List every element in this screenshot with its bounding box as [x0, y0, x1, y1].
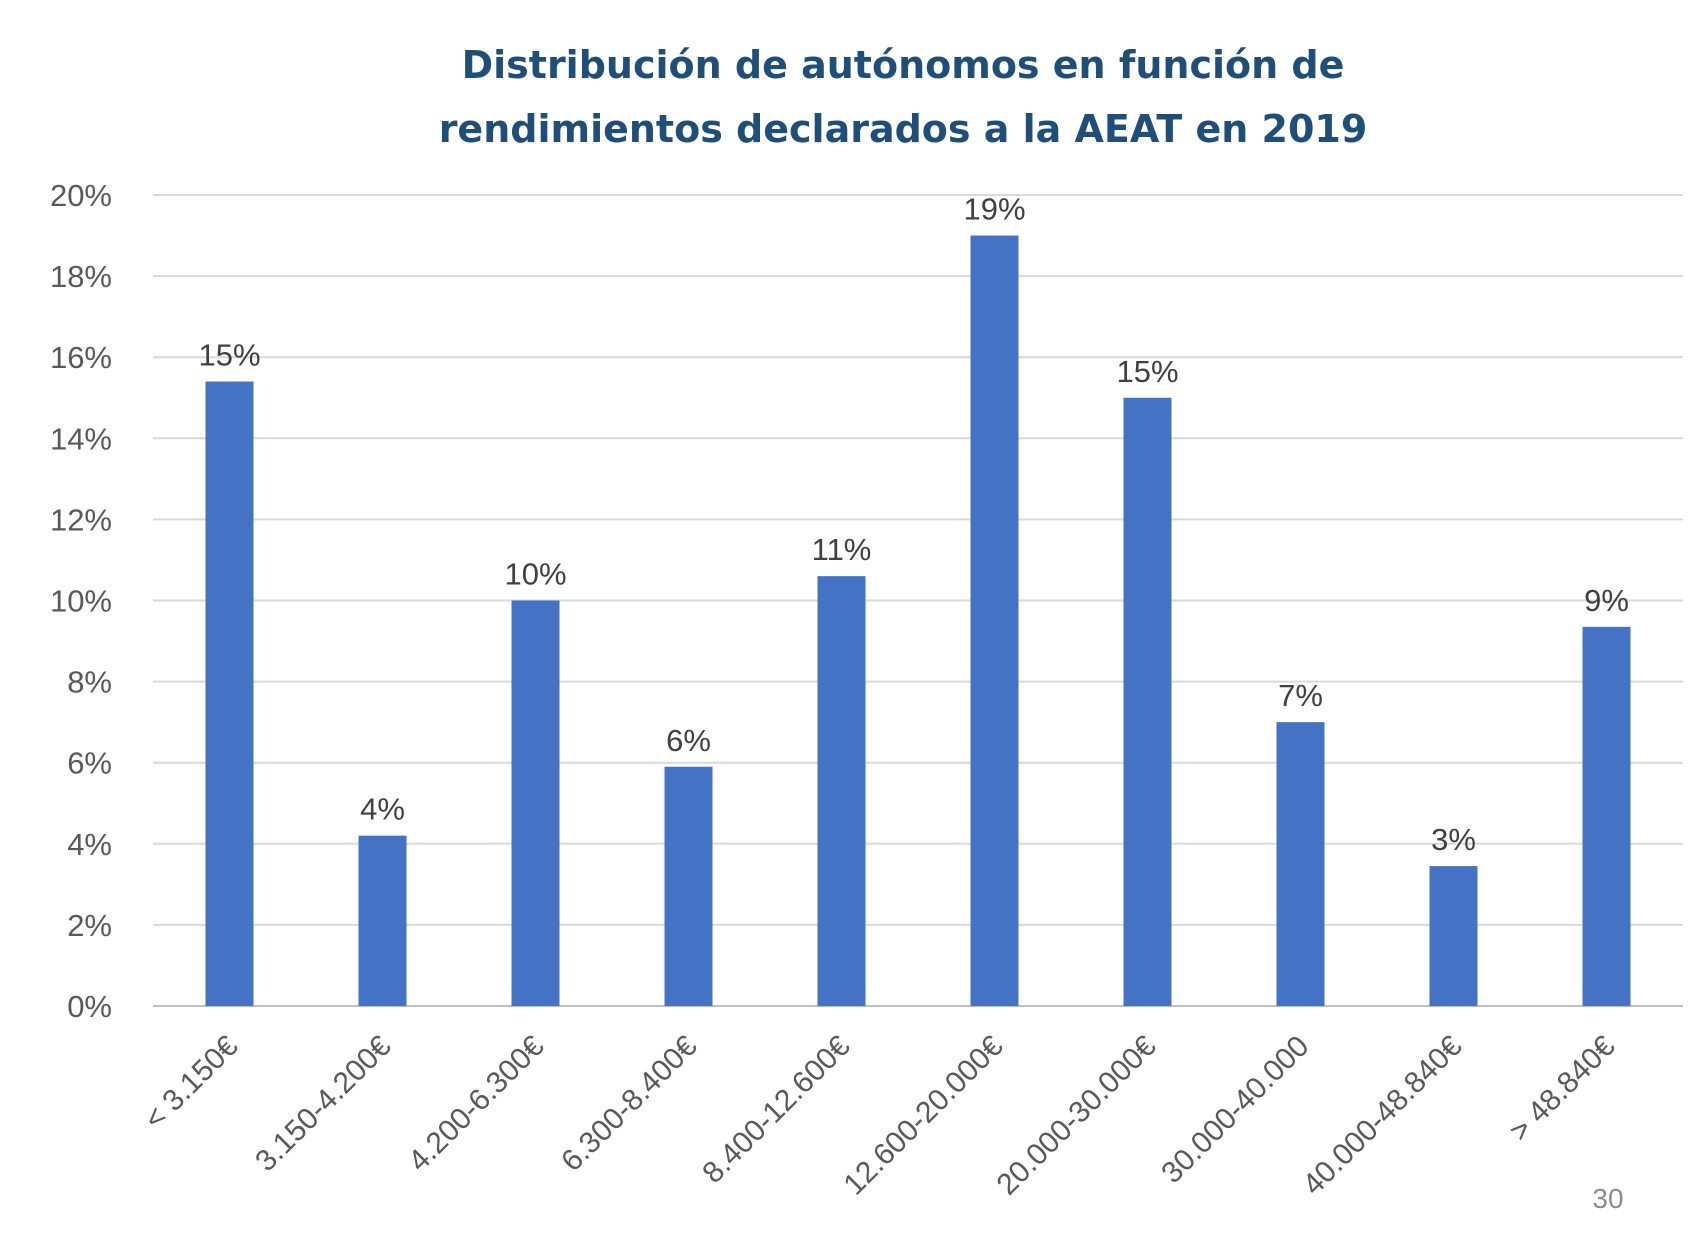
data-label: 9% [1584, 583, 1629, 618]
data-label: 3% [1431, 822, 1476, 857]
bar [1276, 722, 1325, 1006]
x-tick-label: 3.150-4.200€ [249, 1029, 398, 1178]
y-tick-label: 18% [50, 259, 112, 294]
chart-title-line-2: rendimientos declarados a la AEAT en 201… [439, 107, 1368, 151]
y-tick-label: 0% [67, 989, 112, 1024]
bar [664, 766, 713, 1006]
x-tick-label: 20.000-30.000€ [990, 1029, 1162, 1201]
data-label: 7% [1278, 678, 1323, 713]
x-tick-label: < 3.150€ [138, 1029, 245, 1136]
y-tick-label: 4% [67, 827, 112, 862]
bar [511, 600, 560, 1006]
data-label: 15% [198, 338, 260, 373]
y-tick-label: 10% [50, 584, 112, 619]
y-tick-label: 12% [50, 502, 112, 537]
data-label: 11% [812, 532, 872, 567]
x-tick-label: 8.400-12.600€ [696, 1029, 856, 1189]
data-label: 6% [666, 723, 711, 758]
bar [1429, 866, 1478, 1006]
x-tick-label: 12.600-20.000€ [837, 1029, 1009, 1201]
bar [1582, 626, 1631, 1006]
x-tick-label: 4.200-6.300€ [402, 1029, 551, 1178]
bar [970, 235, 1019, 1007]
data-label: 10% [504, 557, 566, 592]
data-label: 19% [963, 192, 1025, 227]
bar [205, 381, 254, 1006]
y-tick-label: 2% [67, 908, 112, 943]
x-tick-label: 6.300-8.400€ [555, 1029, 704, 1178]
data-label: 15% [1116, 354, 1178, 389]
x-tick-label: 30.000-40.000 [1155, 1030, 1315, 1190]
y-tick-label: 16% [50, 340, 112, 375]
x-tick-label: 40.000-48.840€ [1296, 1029, 1468, 1201]
bar [1123, 397, 1172, 1006]
page-number: 30 [1592, 1183, 1623, 1214]
x-tick-label: > 48.840€ [1503, 1029, 1622, 1148]
y-tick-label: 14% [50, 421, 112, 456]
y-tick-label: 6% [67, 746, 112, 781]
y-tick-label: 8% [67, 665, 112, 700]
bar [358, 835, 407, 1006]
y-tick-label: 20% [50, 178, 112, 213]
chart-title-line-1: Distribución de autónomos en función de [462, 43, 1345, 87]
bar [817, 576, 866, 1006]
data-label: 4% [360, 792, 405, 827]
